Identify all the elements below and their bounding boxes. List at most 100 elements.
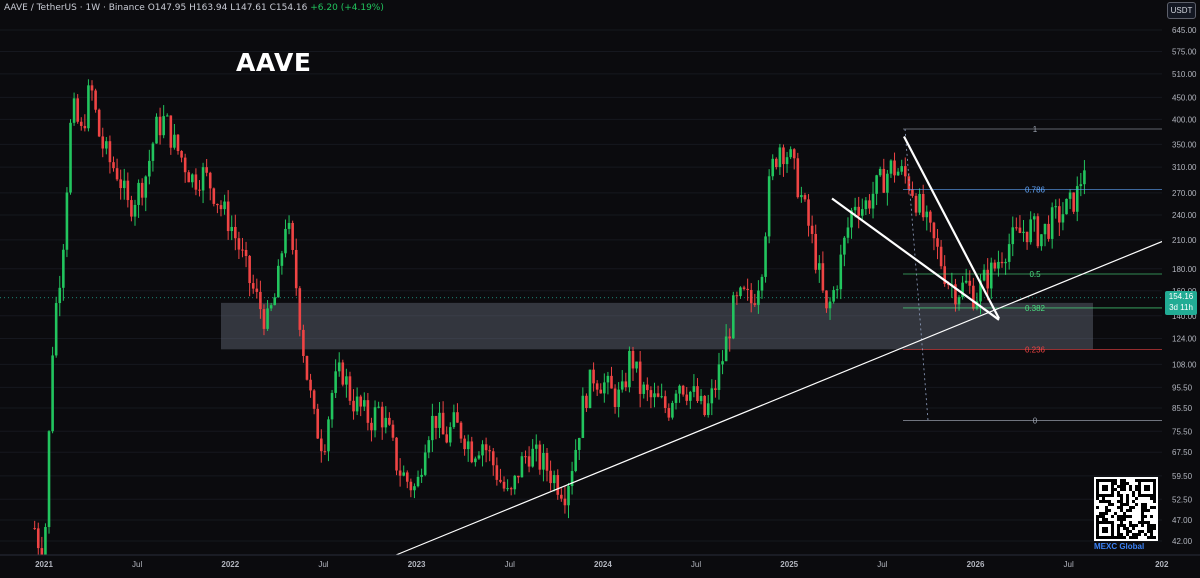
candle xyxy=(420,468,423,483)
candle-body xyxy=(205,167,208,173)
candle xyxy=(305,355,309,381)
symbol-label[interactable]: AAVE / TetherUS xyxy=(4,3,77,13)
candle-body xyxy=(864,200,868,210)
candle xyxy=(542,444,545,482)
candle-body xyxy=(499,479,502,482)
candle xyxy=(764,232,767,283)
candle-body xyxy=(810,225,814,234)
candle xyxy=(1040,234,1043,251)
candle xyxy=(491,448,495,476)
fib-level-label: 0.382 xyxy=(1025,304,1046,313)
current-price-tag: 154.16 3d 11h xyxy=(1165,290,1197,315)
candle-body xyxy=(255,288,259,292)
candle xyxy=(191,173,194,188)
candle-body xyxy=(513,475,517,490)
candle-body xyxy=(427,440,431,453)
candle-countdown: 3d 11h xyxy=(1169,302,1193,312)
candle-body xyxy=(158,116,162,136)
candle-body xyxy=(262,309,266,329)
candle xyxy=(660,383,663,399)
candle-body xyxy=(244,249,248,256)
candle xyxy=(208,171,212,201)
candle-body xyxy=(466,441,470,450)
candle-body xyxy=(538,444,542,470)
candle xyxy=(1004,258,1007,275)
candle-body xyxy=(438,412,441,428)
candle-body xyxy=(1065,198,1068,215)
price-axis[interactable] xyxy=(1162,0,1200,573)
candle-body xyxy=(183,157,187,173)
candle xyxy=(638,351,642,408)
candle xyxy=(893,152,896,183)
y-tick-label: 95.50 xyxy=(1172,383,1193,392)
candle-body xyxy=(678,385,681,394)
candle xyxy=(742,285,746,291)
candle-body xyxy=(76,98,79,122)
candle-body xyxy=(1025,231,1029,243)
candle xyxy=(474,456,477,467)
candle xyxy=(620,370,624,393)
candle xyxy=(445,426,448,444)
candle-body xyxy=(180,150,183,158)
currency-badge[interactable]: USDT xyxy=(1167,2,1196,19)
candle xyxy=(649,386,653,409)
candle xyxy=(1011,216,1015,257)
candle-body xyxy=(782,147,785,165)
candle-body xyxy=(226,201,230,232)
candle-body xyxy=(434,415,438,428)
candle xyxy=(864,197,868,216)
candle xyxy=(567,482,570,519)
x-tick-label: Jul xyxy=(1064,560,1074,569)
wedge-upper-line xyxy=(903,136,1000,319)
candle xyxy=(284,219,287,258)
candle xyxy=(337,352,341,377)
candle xyxy=(119,169,122,200)
candle-body xyxy=(1058,206,1061,223)
candle-body xyxy=(36,528,40,549)
ascending-trendline xyxy=(395,239,1167,556)
candle-body xyxy=(656,393,660,397)
candle xyxy=(148,149,151,185)
candle-body xyxy=(825,290,828,309)
candle-body xyxy=(556,475,560,495)
x-tick-label: Jul xyxy=(132,560,142,569)
candle xyxy=(868,194,871,214)
candle-body xyxy=(291,222,294,250)
candle xyxy=(993,259,997,272)
candle xyxy=(696,378,699,403)
candle xyxy=(724,324,728,362)
candle xyxy=(502,476,506,492)
candle-body xyxy=(69,122,72,193)
candle-body xyxy=(491,451,495,466)
x-tick-label: 2022 xyxy=(221,560,239,569)
candle-body xyxy=(1000,261,1004,264)
time-axis[interactable] xyxy=(0,555,1200,573)
candle-body xyxy=(477,455,481,459)
candle-body xyxy=(423,452,427,475)
y-tick-label: 510.00 xyxy=(1172,70,1197,79)
candle-body xyxy=(549,470,552,484)
candle xyxy=(302,324,305,363)
candle-body xyxy=(674,393,678,403)
candle xyxy=(1054,199,1058,219)
mexc-watermark: MEXC Global xyxy=(1094,542,1145,551)
candle-body xyxy=(685,394,689,401)
candle-body xyxy=(169,115,173,148)
candle xyxy=(1072,192,1075,215)
candle xyxy=(1000,252,1004,268)
candle xyxy=(115,158,119,182)
candle xyxy=(248,254,251,297)
candle-body xyxy=(366,400,370,423)
candle-body xyxy=(764,236,767,277)
candle xyxy=(69,119,72,195)
candle xyxy=(789,146,792,160)
candle xyxy=(749,283,753,313)
candle xyxy=(277,259,280,298)
candle-body xyxy=(728,336,732,339)
interval-label[interactable]: 1W xyxy=(85,3,101,13)
candle xyxy=(320,429,323,463)
candle-body xyxy=(853,206,857,211)
candle xyxy=(241,237,244,258)
candle-body xyxy=(348,376,352,401)
